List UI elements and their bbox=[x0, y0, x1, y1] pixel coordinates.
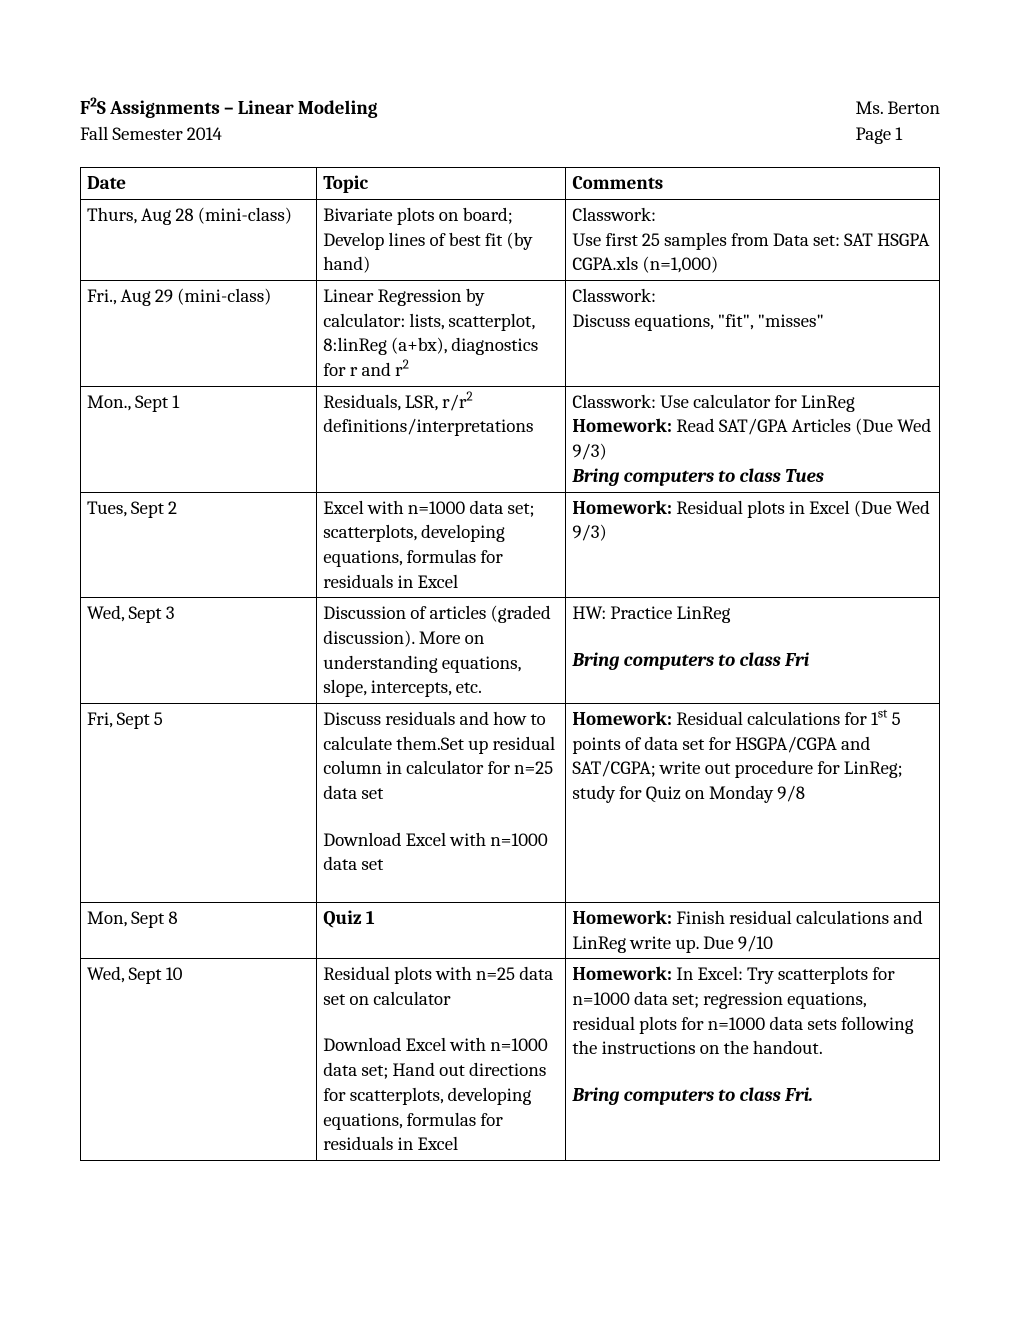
cell-comments: Homework: Residual plots in Excel (Due W… bbox=[566, 492, 940, 598]
cell-text: Homework: Residual calculations for 1st … bbox=[572, 707, 933, 806]
cell-text: Bring computers to class Tues bbox=[572, 464, 933, 489]
cell-date: Mon, Sept 8 bbox=[81, 902, 317, 958]
cell-comments: Homework: Residual calculations for 1st … bbox=[566, 704, 940, 903]
cell-text: Discussion of articles (graded discussio… bbox=[323, 601, 559, 700]
title-sup: 2 bbox=[90, 96, 97, 111]
teacher-name: Ms. Berton bbox=[856, 96, 940, 122]
header-left: F2S Assignments – Linear Modeling Fall S… bbox=[80, 96, 377, 147]
cell-text: Residual plots with n=25 data set on cal… bbox=[323, 962, 559, 1011]
table-header-row: Date Topic Comments bbox=[81, 168, 940, 200]
cell-topic: Excel with n=1000 data set; scatterplots… bbox=[317, 492, 566, 598]
cell-topic: Residual plots with n=25 data set on cal… bbox=[317, 959, 566, 1161]
cell-text: Residuals, LSR, r/r2 definitions/interpr… bbox=[323, 390, 559, 439]
cell-date: Tues, Sept 2 bbox=[81, 492, 317, 598]
cell-text: Download Excel with n=1000 data set; Han… bbox=[323, 1033, 559, 1156]
cell-date: Thurs, Aug 28 (mini-class) bbox=[81, 199, 317, 280]
table-row: Wed, Sept 10Residual plots with n=25 dat… bbox=[81, 959, 940, 1161]
cell-comments: Classwork:Use first 25 samples from Data… bbox=[566, 199, 940, 280]
cell-date: Wed, Sept 10 bbox=[81, 959, 317, 1161]
cell-comments: Classwork: Use calculator for LinRegHome… bbox=[566, 386, 940, 492]
cell-text: Linear Regression by calculator: lists, … bbox=[323, 284, 559, 383]
cell-topic: Discuss residuals and how to calculate t… bbox=[317, 704, 566, 903]
cell-text: Use first 25 samples from Data set: SAT … bbox=[572, 228, 933, 277]
table-row: Thurs, Aug 28 (mini-class)Bivariate plot… bbox=[81, 199, 940, 280]
table-row: Tues, Sept 2Excel with n=1000 data set; … bbox=[81, 492, 940, 598]
cell-text: Homework: Read SAT/GPA Articles (Due Wed… bbox=[572, 414, 933, 463]
cell-text: Bivariate plots on board; Develop lines … bbox=[323, 203, 559, 277]
cell-topic: Linear Regression by calculator: lists, … bbox=[317, 281, 566, 387]
cell-text: Classwork: bbox=[572, 284, 933, 309]
cell-text: Homework: Residual plots in Excel (Due W… bbox=[572, 496, 933, 545]
cell-topic: Bivariate plots on board; Develop lines … bbox=[317, 199, 566, 280]
cell-text: HW: Practice LinReg bbox=[572, 601, 933, 626]
page: F2S Assignments – Linear Modeling Fall S… bbox=[0, 0, 1020, 1320]
cell-text: Classwork: Use calculator for LinReg bbox=[572, 390, 933, 415]
cell-comments: Classwork:Discuss equations, "fit", "mis… bbox=[566, 281, 940, 387]
cell-text: Discuss residuals and how to calculate t… bbox=[323, 707, 559, 806]
cell-text: Bring computers to class Fri. bbox=[572, 1083, 933, 1108]
table-row: Wed, Sept 3Discussion of articles (grade… bbox=[81, 598, 940, 704]
cell-text: Excel with n=1000 data set; scatterplots… bbox=[323, 496, 559, 595]
cell-comments: Homework: Finish residual calculations a… bbox=[566, 902, 940, 958]
table-row: Mon., Sept 1Residuals, LSR, r/r2 definit… bbox=[81, 386, 940, 492]
col-topic: Topic bbox=[317, 168, 566, 200]
cell-topic: Discussion of articles (graded discussio… bbox=[317, 598, 566, 704]
table-row: Fri, Sept 5Discuss residuals and how to … bbox=[81, 704, 940, 903]
cell-text: Quiz 1 bbox=[323, 906, 559, 931]
col-comments: Comments bbox=[566, 168, 940, 200]
cell-text: Homework: Finish residual calculations a… bbox=[572, 906, 933, 955]
cell-date: Mon., Sept 1 bbox=[81, 386, 317, 492]
spacer bbox=[323, 806, 559, 828]
table-row: Fri., Aug 29 (mini-class)Linear Regressi… bbox=[81, 281, 940, 387]
cell-comments: Homework: In Excel: Try scatterplots for… bbox=[566, 959, 940, 1161]
title-pre: F bbox=[80, 97, 90, 119]
spacer bbox=[572, 626, 933, 648]
cell-text: Classwork: bbox=[572, 203, 933, 228]
spacer bbox=[323, 1012, 559, 1034]
cell-topic: Residuals, LSR, r/r2 definitions/interpr… bbox=[317, 386, 566, 492]
spacer bbox=[572, 1061, 933, 1083]
header-right: Ms. Berton Page 1 bbox=[856, 96, 940, 147]
page-title: F2S Assignments – Linear Modeling bbox=[80, 96, 377, 122]
page-subtitle: Fall Semester 2014 bbox=[80, 122, 377, 148]
cell-date: Fri, Sept 5 bbox=[81, 704, 317, 903]
title-post: S Assignments – Linear Modeling bbox=[97, 97, 378, 119]
cell-date: Wed, Sept 3 bbox=[81, 598, 317, 704]
cell-text: Homework: In Excel: Try scatterplots for… bbox=[572, 962, 933, 1061]
cell-text: Download Excel with n=1000 data set bbox=[323, 828, 559, 877]
cell-date: Fri., Aug 29 (mini-class) bbox=[81, 281, 317, 387]
page-number: Page 1 bbox=[856, 122, 940, 148]
table-body: Thurs, Aug 28 (mini-class)Bivariate plot… bbox=[81, 199, 940, 1160]
cell-comments: HW: Practice LinReg Bring computers to cl… bbox=[566, 598, 940, 704]
page-header: F2S Assignments – Linear Modeling Fall S… bbox=[80, 96, 940, 147]
col-date: Date bbox=[81, 168, 317, 200]
table-row: Mon, Sept 8Quiz 1 Homework: Finish residu… bbox=[81, 902, 940, 958]
cell-text: Discuss equations, "fit", "misses" bbox=[572, 309, 933, 334]
cell-text: Bring computers to class Fri bbox=[572, 648, 933, 673]
schedule-table: Date Topic Comments Thurs, Aug 28 (mini-… bbox=[80, 167, 940, 1161]
cell-topic: Quiz 1 bbox=[317, 902, 566, 958]
spacer bbox=[323, 877, 559, 899]
